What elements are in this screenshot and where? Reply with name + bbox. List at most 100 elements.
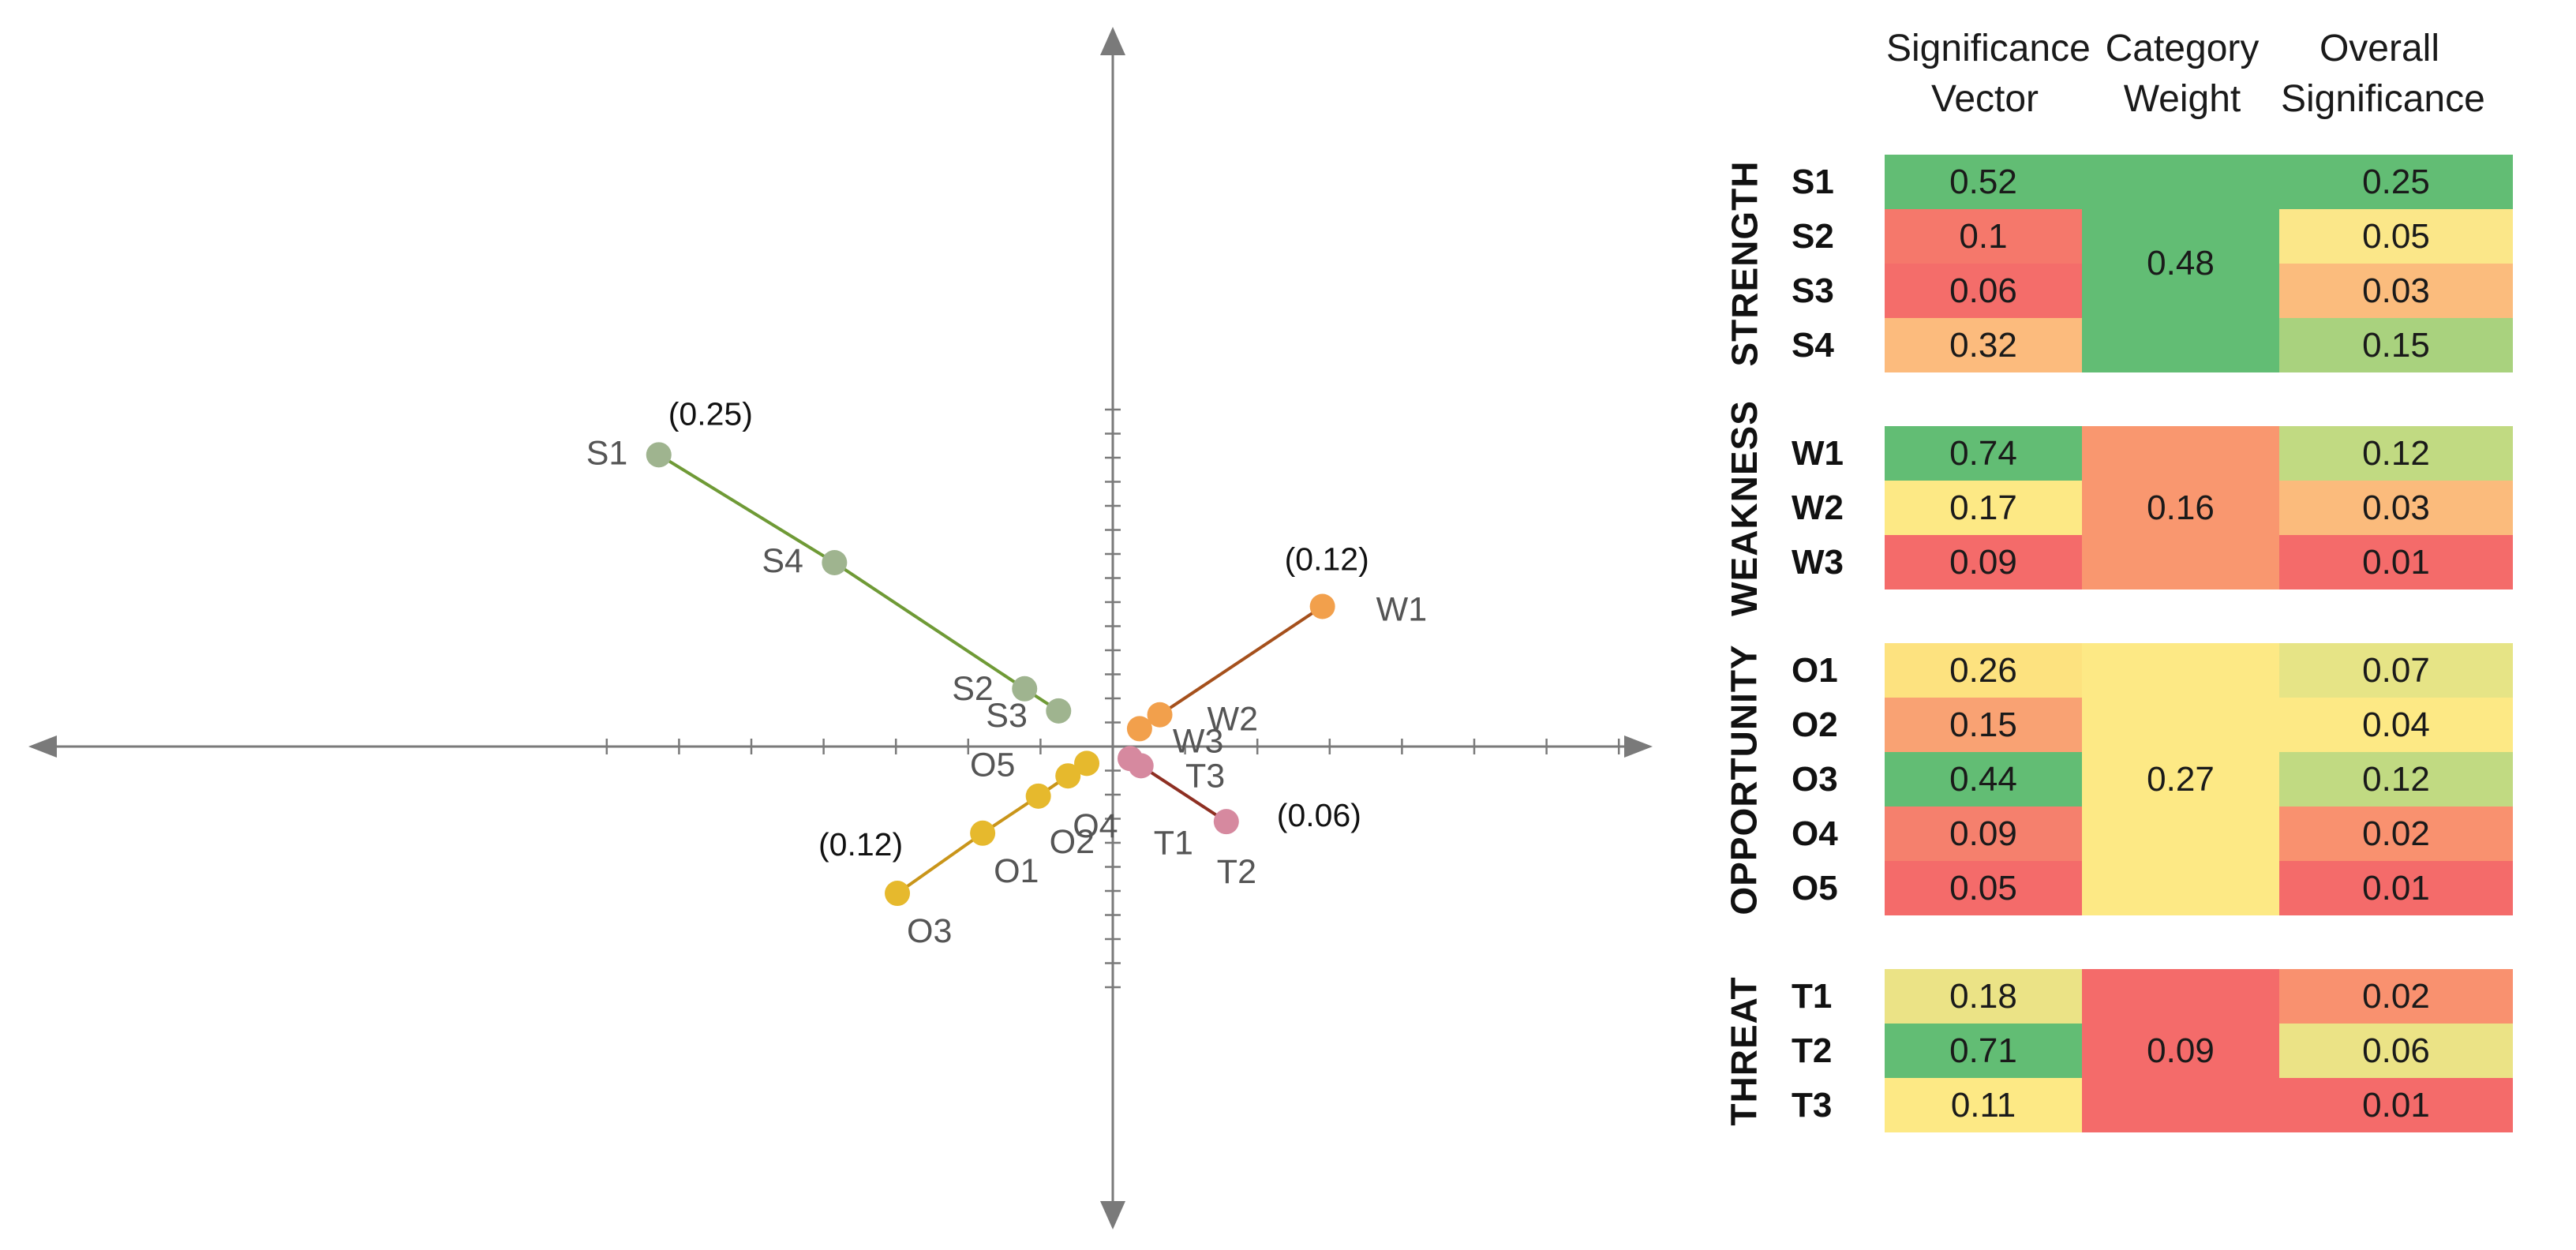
- y-axis-arrow-down-icon: [1100, 1201, 1125, 1229]
- point-w3: [1126, 716, 1152, 742]
- header-line: Weight: [2123, 78, 2241, 120]
- strength-overall-annotation: (0.25): [668, 395, 753, 432]
- point-t1: [1128, 753, 1154, 779]
- significance-vector-cell: 0.18: [1885, 969, 2082, 1024]
- group-title: STRENGTH: [1720, 155, 1768, 372]
- row-label: T3: [1792, 1086, 1833, 1125]
- row-label: T2: [1792, 1031, 1833, 1070]
- point-label-o4: O4: [1073, 807, 1118, 845]
- significance-vector-cell: 0.15: [1885, 698, 2082, 752]
- column-header-overall-significance: Overall Significance: [2281, 24, 2485, 125]
- row-label: O5: [1792, 869, 1838, 908]
- overall-significance-cell: 0.25: [2279, 155, 2513, 209]
- overall-significance-cell: 0.03: [2279, 264, 2513, 318]
- table-group-threat: THREAT T1 0.18 0.02 T2 0.71 0.06 T3 0.11 0.01 0.09: [1720, 969, 2557, 1132]
- point-o1: [970, 820, 996, 846]
- overall-significance-cell: 0.02: [2279, 969, 2513, 1024]
- category-weight-cell: 0.48: [2082, 155, 2279, 372]
- point-label-t2: T2: [1217, 853, 1256, 891]
- row-label: T1: [1792, 977, 1833, 1016]
- point-label-t3: T3: [1185, 757, 1225, 795]
- significance-vector-cell: 0.26: [1885, 643, 2082, 698]
- overall-significance-cell: 0.01: [2279, 1078, 2513, 1132]
- group-title-text: THREAT: [1724, 975, 1765, 1126]
- significance-vector-cell: 0.1: [1885, 209, 2082, 264]
- row-label: S3: [1792, 271, 1834, 310]
- significance-table: Significance Vector Category Weight Over…: [1720, 16, 2557, 1152]
- point-label-w3: W3: [1173, 722, 1224, 760]
- opportunity-overall-annotation: (0.12): [818, 826, 903, 863]
- point-label-w1: W1: [1376, 590, 1428, 628]
- group-title: OPPORTUNITY: [1720, 643, 1768, 915]
- point-s4: [822, 549, 848, 575]
- header-line: Significance: [1886, 28, 2091, 69]
- category-weight-cell: 0.09: [2082, 969, 2279, 1132]
- table-group-strength: STRENGTH S1 0.52 0.25 S2 0.1 0.05 S3 0.06 0.03 S4 0…: [1720, 155, 2557, 372]
- group-title-text: OPPORTUNITY: [1724, 643, 1765, 915]
- point-label-s3: S3: [986, 697, 1028, 735]
- group-title: THREAT: [1720, 969, 1768, 1132]
- significance-vector-cell: 0.06: [1885, 264, 2082, 318]
- significance-vector-cell: 0.74: [1885, 426, 2082, 481]
- x-axis-arrow-left-icon: [28, 735, 57, 758]
- overall-significance-cell: 0.03: [2279, 481, 2513, 535]
- row-label: O2: [1792, 705, 1838, 744]
- table-group-opportunity: OPPORTUNITY O1 0.26 0.07 O2 0.15 0.04 O3 0.44 0.1…: [1720, 643, 2557, 915]
- header-line: Significance: [2281, 78, 2485, 120]
- overall-significance-cell: 0.05: [2279, 209, 2513, 264]
- overall-significance-cell: 0.04: [2279, 698, 2513, 752]
- point-t2: [1213, 809, 1239, 835]
- column-header-category-weight: Category Weight: [2084, 24, 2281, 125]
- point-label-w2: W2: [1208, 701, 1259, 739]
- overall-significance-cell: 0.02: [2279, 807, 2513, 861]
- significance-vector-cell: 0.44: [1885, 752, 2082, 807]
- threat-overall-annotation: (0.06): [1277, 797, 1361, 833]
- significance-vector-cell: 0.52: [1885, 155, 2082, 209]
- significance-vector-cell: 0.09: [1885, 535, 2082, 589]
- significance-vector-cell: 0.09: [1885, 807, 2082, 861]
- row-label: W1: [1792, 434, 1844, 473]
- row-label: S1: [1792, 163, 1834, 201]
- header-line: Vector: [1930, 78, 2039, 120]
- strength-vector-line: [657, 453, 1060, 713]
- point-o2: [1025, 783, 1051, 809]
- group-title: WEAKNESS: [1720, 400, 1768, 616]
- category-weight-cell: 0.16: [2082, 426, 2279, 589]
- column-header-significance-vector: Significance Vector: [1886, 24, 2091, 125]
- point-label-s2: S2: [952, 670, 994, 708]
- overall-significance-cell: 0.07: [2279, 643, 2513, 698]
- point-label-s4: S4: [762, 542, 803, 580]
- point-w2: [1147, 702, 1173, 728]
- row-label: O1: [1792, 651, 1838, 690]
- significance-vector-cell: 0.71: [1885, 1024, 2082, 1078]
- significance-vector-cell: 0.05: [1885, 861, 2082, 915]
- group-title-text: WEAKNESS: [1724, 399, 1765, 616]
- row-label: O4: [1792, 814, 1838, 853]
- table-group-weakness: WEAKNESS W1 0.74 0.12 W2 0.17 0.03 W3 0.09 0.01 0.…: [1720, 400, 2557, 616]
- row-label: W3: [1792, 543, 1844, 582]
- point-s1: [646, 442, 672, 468]
- swot-vector-chart: S1 S4 S2 S3 (0.25) W1 W2 W3 (0.12) O3 O1 O2 O4 O5 (0.1…: [28, 27, 1653, 1229]
- point-label-s1: S1: [586, 434, 628, 472]
- point-o4: [1055, 763, 1081, 789]
- x-axis-arrow-right-icon: [1624, 735, 1653, 758]
- row-label: O3: [1792, 760, 1838, 799]
- y-axis-arrow-up-icon: [1100, 27, 1125, 55]
- overall-significance-cell: 0.12: [2279, 752, 2513, 807]
- overall-significance-cell: 0.01: [2279, 535, 2513, 589]
- point-label-t1: T1: [1154, 824, 1193, 862]
- overall-significance-cell: 0.06: [2279, 1024, 2513, 1078]
- significance-vector-cell: 0.17: [1885, 481, 2082, 535]
- significance-vector-cell: 0.11: [1885, 1078, 2082, 1132]
- point-w1: [1309, 593, 1335, 619]
- overall-significance-cell: 0.15: [2279, 318, 2513, 372]
- point-label-o1: O1: [994, 852, 1039, 890]
- row-label: W2: [1792, 488, 1844, 527]
- point-label-o2: O2: [1050, 823, 1095, 861]
- header-line: Category: [2105, 28, 2260, 69]
- row-label: S4: [1792, 326, 1834, 365]
- point-o3: [885, 881, 911, 907]
- group-title-text: STRENGTH: [1724, 160, 1765, 367]
- point-o5: [1074, 750, 1100, 777]
